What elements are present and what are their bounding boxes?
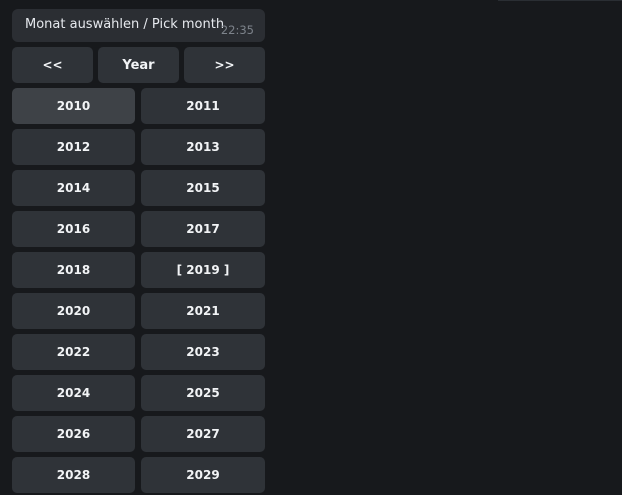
year-button[interactable]: 2025 <box>141 375 265 411</box>
year-button[interactable]: 2020 <box>12 293 135 329</box>
message-text: Monat auswählen / Pick month <box>25 17 225 32</box>
year-button[interactable]: 2027 <box>141 416 265 452</box>
year-button[interactable]: 2013 <box>141 129 265 165</box>
next-button[interactable]: >> <box>184 47 265 83</box>
divider <box>498 0 622 1</box>
message-bubble: Monat auswählen / Pick month 22:35 <box>12 9 265 42</box>
year-button[interactable]: 2024 <box>12 375 135 411</box>
year-button[interactable]: 2010 <box>12 88 135 124</box>
year-button[interactable]: 2017 <box>141 211 265 247</box>
year-button[interactable]: 2021 <box>141 293 265 329</box>
message-time: 22:35 <box>220 23 254 37</box>
year-button[interactable]: 2029 <box>141 457 265 493</box>
year-button[interactable]: 2018 <box>12 252 135 288</box>
year-button[interactable]: 2026 <box>12 416 135 452</box>
year-button[interactable]: 2015 <box>141 170 265 206</box>
year-button[interactable]: 2012 <box>12 129 135 165</box>
year-button[interactable]: 2028 <box>12 457 135 493</box>
year-mode-button[interactable]: Year <box>98 47 179 83</box>
prev-button[interactable]: << <box>12 47 93 83</box>
year-button[interactable]: [ 2019 ] <box>141 252 265 288</box>
year-button[interactable]: 2022 <box>12 334 135 370</box>
year-button[interactable]: 2011 <box>141 88 265 124</box>
year-button[interactable]: 2014 <box>12 170 135 206</box>
year-button[interactable]: 2023 <box>141 334 265 370</box>
year-button[interactable]: 2016 <box>12 211 135 247</box>
